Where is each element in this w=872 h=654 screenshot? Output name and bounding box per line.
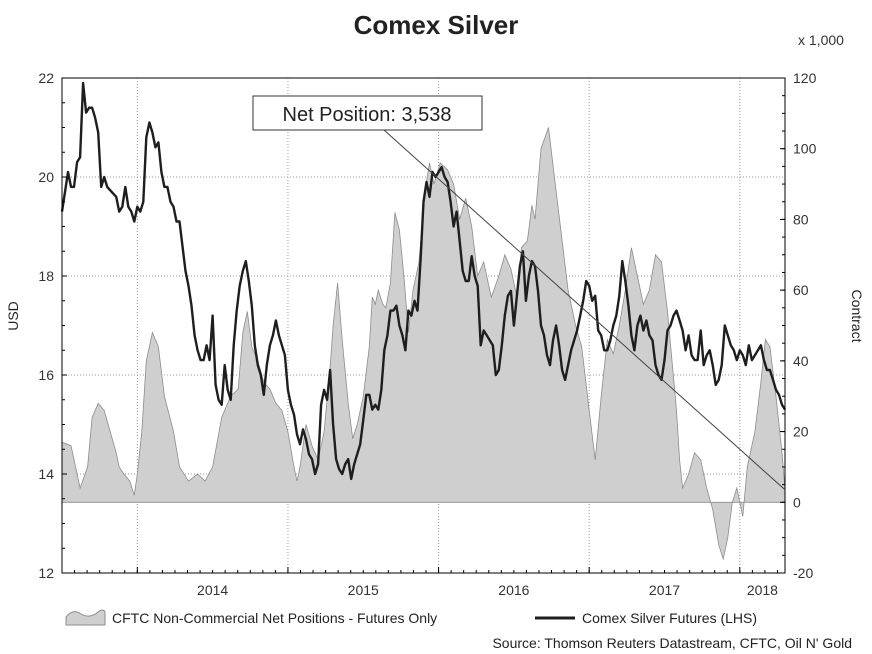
x-tick-label: 2014 — [197, 582, 228, 598]
legend: CFTC Non-Commercial Net Positions - Futu… — [65, 609, 757, 626]
right-tick-label: -20 — [793, 565, 813, 581]
right-tick-label: 0 — [793, 494, 801, 510]
net-positions-area — [61, 127, 786, 561]
silver-price-line — [60, 81, 787, 481]
right-tick-label: 100 — [793, 141, 817, 157]
x-tick-label: 2015 — [348, 582, 379, 598]
annotation: Net Position: 3,538 — [252, 95, 786, 491]
net-positions-area-path — [61, 127, 786, 561]
right-axis-label: Contract — [849, 290, 865, 343]
left-axis-label: USD — [5, 301, 21, 331]
silver-price-polyline — [60, 81, 787, 481]
left-tick-label: 20 — [38, 169, 54, 185]
right-axis: -20 0 20 40 60 80 100 120 — [780, 70, 817, 581]
source-note: Source: Thomson Reuters Datastream, CFTC… — [492, 635, 852, 651]
left-tick-label: 16 — [38, 367, 54, 383]
left-tick-label: 12 — [38, 565, 54, 581]
chart-title: Comex Silver — [354, 10, 519, 40]
annotation-text: Net Position: 3,538 — [283, 104, 452, 126]
x-axis: 2014 2015 2016 2017 2018 — [61, 567, 778, 598]
right-tick-label: 40 — [793, 353, 809, 369]
legend-area-label: CFTC Non-Commercial Net Positions - Futu… — [112, 610, 437, 626]
right-tick-label: 60 — [793, 282, 809, 298]
left-tick-label: 18 — [38, 268, 54, 284]
left-tick-label: 14 — [38, 466, 54, 482]
annotation-arrow — [383, 129, 786, 491]
x-tick-label: 2016 — [498, 582, 529, 598]
legend-line-label: Comex Silver Futures (LHS) — [582, 610, 757, 626]
left-axis: 12 14 16 18 20 22 — [38, 70, 67, 581]
annotation-box — [252, 95, 483, 131]
right-tick-label: 120 — [793, 70, 817, 86]
x-tick-label: 2017 — [649, 582, 680, 598]
legend-area-swatch — [65, 609, 106, 626]
left-tick-label: 22 — [38, 70, 54, 86]
right-tick-label: 20 — [793, 424, 809, 440]
x-tick-label: 2018 — [747, 582, 778, 598]
right-tick-label: 80 — [793, 211, 809, 227]
right-axis-multiplier: x 1,000 — [798, 32, 844, 48]
